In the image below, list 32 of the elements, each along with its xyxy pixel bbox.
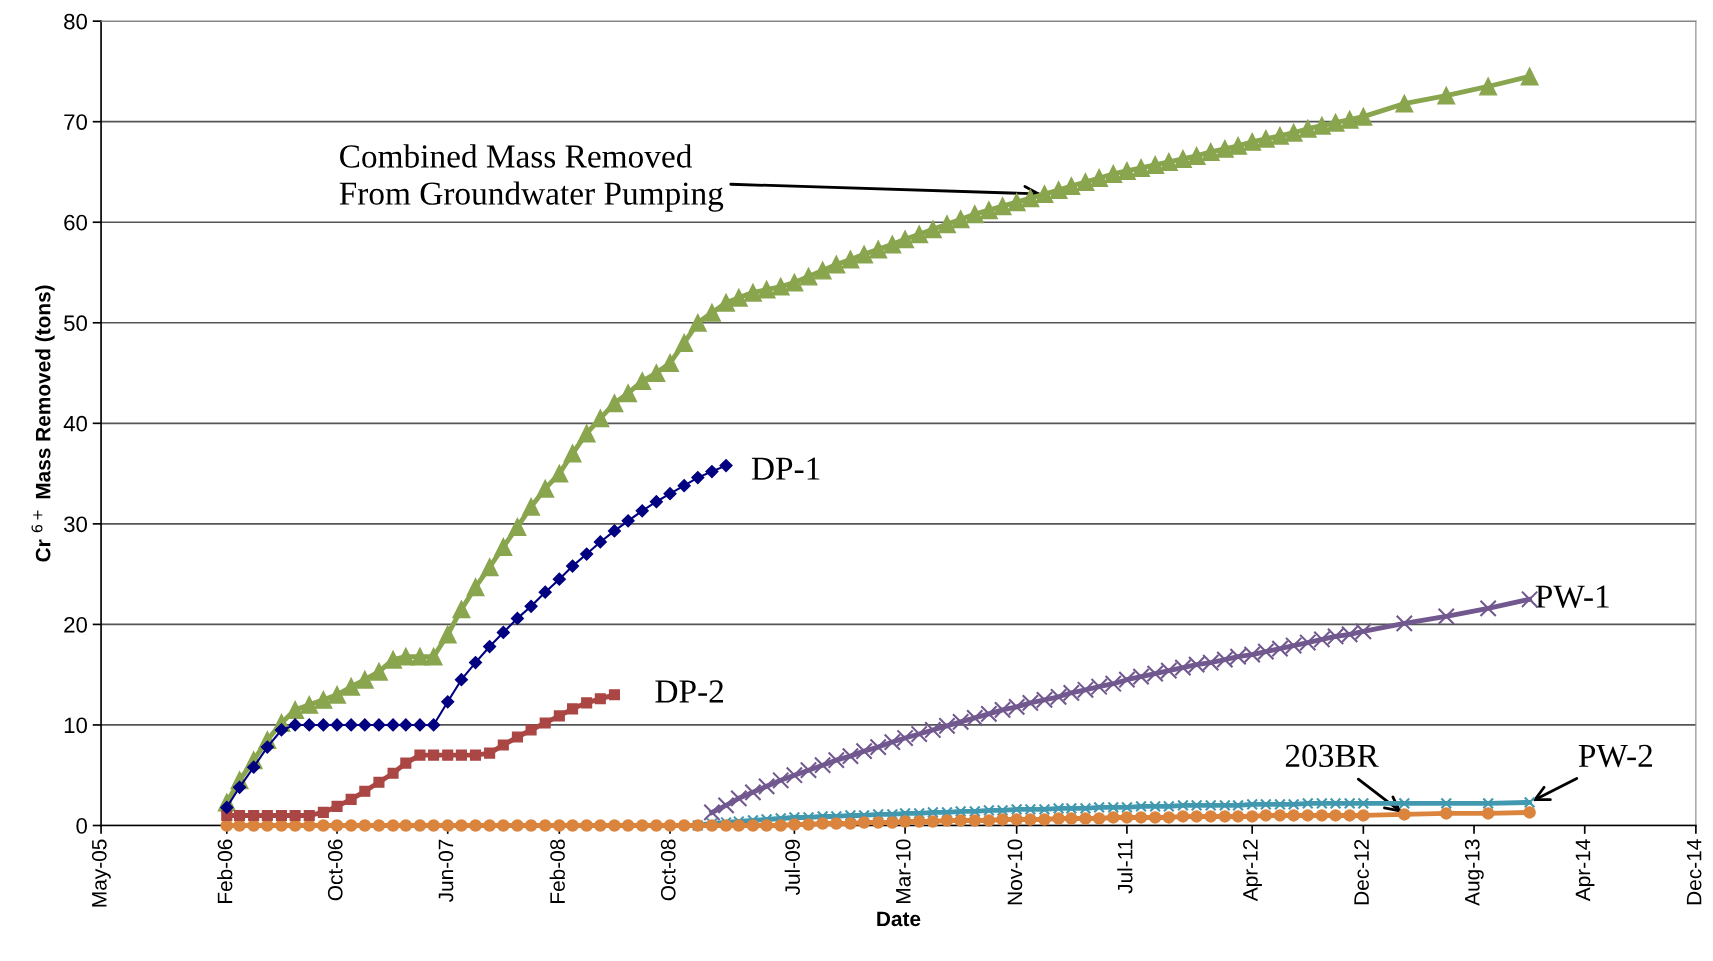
y-tick-label: 60: [64, 214, 88, 231]
y-tick-label: 10: [64, 717, 88, 734]
x-tick-label: Feb-08: [549, 839, 565, 903]
series-label: PW-1: [1535, 585, 1609, 608]
x-tick-label: May-05: [91, 839, 111, 907]
y-tick-label: 30: [64, 516, 88, 533]
x-tick-label: Apr-14: [1575, 839, 1595, 902]
series-label: PW-2: [1578, 744, 1652, 768]
x-tick-label: Oct-06: [327, 839, 343, 901]
x-tick-label: Dec-14: [1686, 839, 1702, 905]
x-tick-label: Oct-08: [660, 839, 676, 901]
x-tick-label: Feb-06: [217, 839, 233, 903]
y-tick-label: 20: [64, 616, 88, 633]
y-tick-label: 0: [76, 818, 87, 834]
x-tick-label: Mar-10: [895, 839, 911, 903]
x-tick-label: Dec-12: [1354, 839, 1369, 905]
y-tick-label: 80: [64, 13, 88, 30]
x-tick-label: Jul-11: [1117, 839, 1133, 894]
x-tick-label: Jul-09: [784, 839, 800, 896]
series-label: DP-2: [655, 680, 723, 703]
x-tick-label: Nov-10: [1007, 839, 1023, 905]
text: Combined Mass Removed From Groundwater Pumping: [339, 144, 724, 212]
y-tick-label: 40: [63, 415, 88, 432]
x-tick-label: Aug-13: [1464, 839, 1484, 906]
y-tick-label: 70: [64, 114, 88, 130]
series-label: DP-1: [751, 457, 820, 480]
x-tick-label: Apr-12: [1243, 839, 1262, 902]
x-tick-label: Jun-07: [438, 839, 454, 903]
x-axis-title: Date: [877, 911, 921, 927]
y-axis-title: Cr $^{6+}$ Mass Removed (tons): [31, 285, 55, 562]
y-tick-label: 50: [64, 315, 88, 332]
series-label: 203BR: [1285, 744, 1379, 768]
